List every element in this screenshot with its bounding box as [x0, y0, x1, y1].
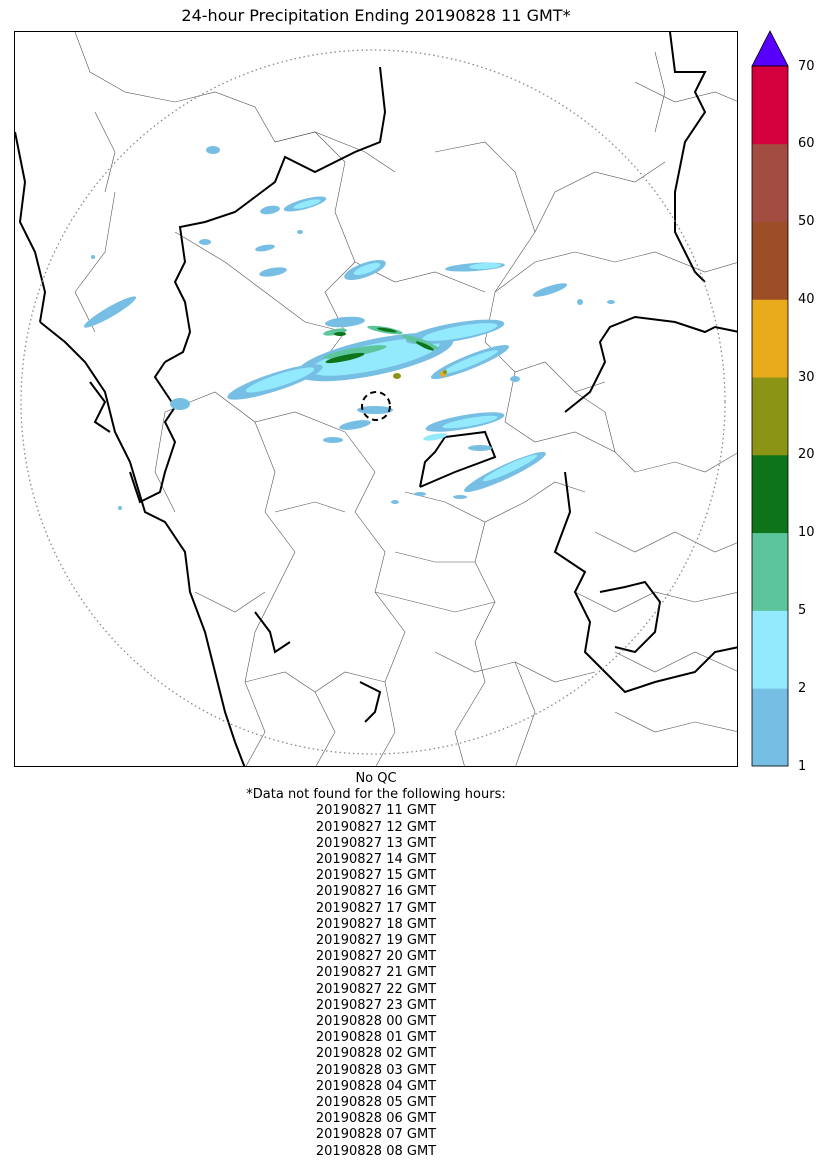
missing-hour-item: 20190828 07 GMT: [315, 1127, 437, 1143]
range-ring: [20, 49, 726, 755]
colorbar-segment: [752, 532, 788, 611]
qc-note: No QC: [355, 771, 397, 786]
missing-hour-item: 20190828 03 GMT: [315, 1062, 437, 1078]
missing-hours-header: *Data not found for the following hours:: [246, 787, 506, 803]
colorbar-segment: [752, 221, 788, 300]
colorbar-tick-label: 40: [798, 291, 815, 307]
missing-hour-item: 20190828 06 GMT: [315, 1111, 437, 1127]
missing-hour-item: 20190827 22 GMT: [315, 981, 437, 997]
colorbar-segment: [752, 688, 788, 767]
missing-hour-item: 20190827 23 GMT: [315, 997, 437, 1013]
state-boundaries: [15, 32, 737, 766]
missing-hour-item: 20190828 04 GMT: [315, 1078, 437, 1094]
colorbar-tick-label: 1: [798, 758, 807, 774]
colorbar-segments: [752, 66, 788, 767]
colorbar-segment: [752, 377, 788, 456]
missing-hour-item: 20190828 01 GMT: [315, 1030, 437, 1046]
missing-hour-item: 20190827 12 GMT: [315, 819, 437, 835]
missing-hour-item: 20190827 11 GMT: [315, 803, 437, 819]
colorbar-tick-label: 30: [798, 369, 815, 385]
colorbar-extend-triangle: [751, 30, 789, 67]
missing-hours-list: 20190827 11 GMT 20190827 12 GMT 20190827 1…: [14, 803, 738, 1159]
missing-hour-item: 20190827 14 GMT: [315, 852, 437, 868]
map-canvas: [15, 32, 737, 766]
missing-hour-item: 20190827 17 GMT: [315, 900, 437, 916]
colorbar-segment: [752, 299, 788, 378]
colorbar-segment: [752, 454, 788, 534]
missing-hour-item: 20190827 21 GMT: [315, 965, 437, 981]
colorbar-tick-label: 10: [798, 525, 815, 541]
missing-hour-item: 20190828 05 GMT: [315, 1095, 437, 1111]
colorbar-tick-label: 5: [798, 602, 807, 618]
colorbar-segment: [752, 610, 788, 689]
colorbar-outline: [751, 65, 789, 767]
missing-hour-item: 20190827 16 GMT: [315, 884, 437, 900]
missing-hour-item: 20190828 08 GMT: [315, 1143, 437, 1159]
precipitation-map: [14, 31, 738, 767]
missing-hour-item: 20190827 15 GMT: [315, 868, 437, 884]
colorbar-tick-label: 60: [798, 136, 815, 152]
footer-notes: No QC *Data not found for the following …: [14, 771, 738, 1160]
precipitation-echoes: [83, 146, 615, 510]
district-boundaries: [74, 32, 737, 766]
colorbar: [751, 30, 789, 767]
colorbar-segment: [752, 66, 788, 145]
colorbar-tick-label: 70: [798, 58, 815, 74]
colorbar-tick-label: 50: [798, 214, 815, 230]
colorbar-tick-label: 20: [798, 447, 815, 463]
chart-title: 24-hour Precipitation Ending 20190828 11…: [181, 6, 571, 25]
colorbar-tick-label: 2: [798, 680, 807, 696]
missing-hour-item: 20190828 00 GMT: [315, 1014, 437, 1030]
missing-hour-item: 20190827 19 GMT: [315, 933, 437, 949]
missing-hour-item: 20190828 02 GMT: [315, 1046, 437, 1062]
missing-hour-item: 20190827 13 GMT: [315, 835, 437, 851]
missing-hour-item: 20190827 20 GMT: [315, 949, 437, 965]
missing-hour-item: 20190827 18 GMT: [315, 916, 437, 932]
radar-site-marker: [361, 391, 391, 421]
colorbar-segment: [752, 143, 788, 222]
